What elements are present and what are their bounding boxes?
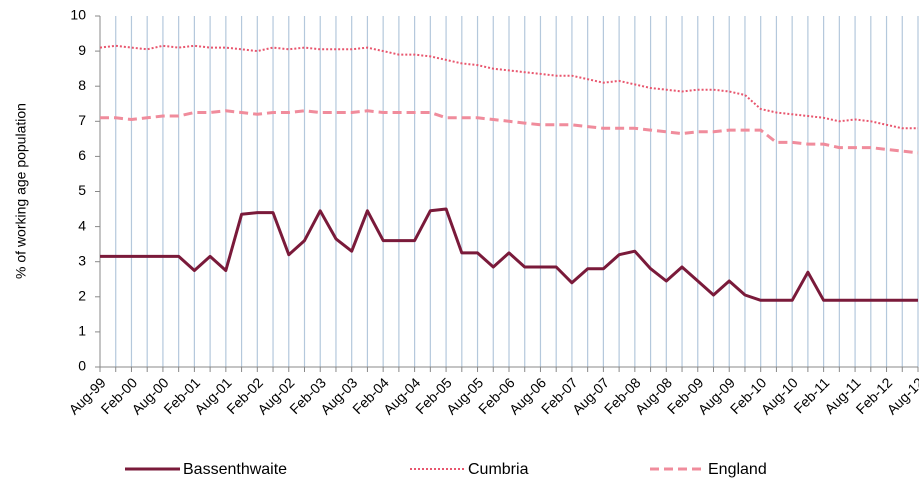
legend-label: Bassenthwaite — [183, 461, 287, 478]
y-tick-label: 3 — [78, 252, 86, 268]
y-axis-label: % of working age population — [13, 103, 29, 279]
y-tick-label: 6 — [78, 147, 86, 163]
y-tick-label: 1 — [78, 323, 86, 339]
legend-label: Cumbria — [468, 461, 529, 478]
series-line — [100, 109, 919, 155]
legend-label: England — [708, 461, 767, 478]
y-tick-label: 10 — [70, 7, 86, 23]
series-line — [100, 207, 918, 302]
y-tick-label: 5 — [78, 182, 86, 198]
y-tick-label: 0 — [78, 358, 86, 374]
y-tick-label: 2 — [78, 288, 86, 304]
y-tick-label: 9 — [78, 42, 86, 58]
y-tick-label: 8 — [78, 77, 86, 93]
y-tick-label: 4 — [78, 217, 86, 233]
y-tick-label: 7 — [78, 112, 86, 128]
series-line — [99, 44, 918, 130]
